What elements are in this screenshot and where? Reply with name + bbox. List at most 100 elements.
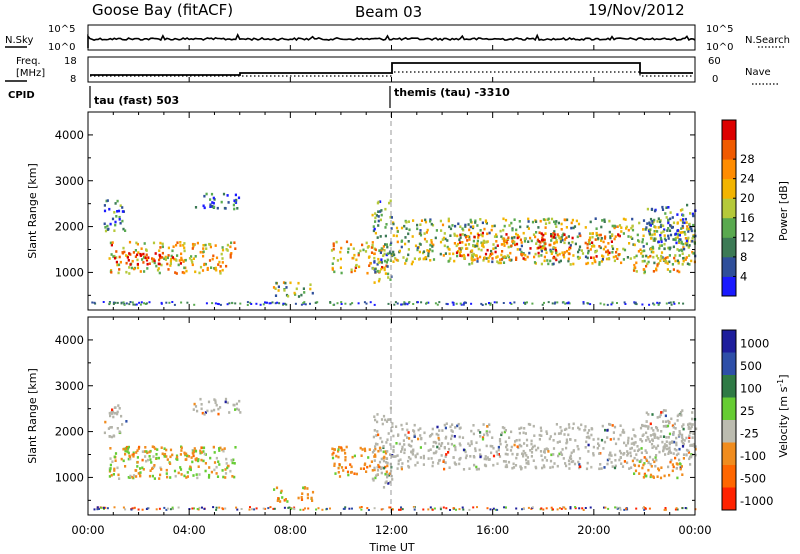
velocity-cell <box>458 508 461 511</box>
velocity-cell <box>389 453 392 456</box>
power-cell <box>653 261 656 265</box>
velocity-cell <box>395 425 398 428</box>
power-cell <box>183 271 186 275</box>
velocity-cell <box>419 456 422 459</box>
power-cell <box>231 302 234 305</box>
velocity-cell <box>165 472 168 475</box>
power-cell <box>496 255 499 258</box>
power-cell <box>678 233 681 237</box>
velocity-cell <box>640 447 643 450</box>
velocity-cell <box>362 467 365 470</box>
power-cell <box>183 242 186 245</box>
power-cell <box>470 256 473 260</box>
power-cell <box>463 233 467 237</box>
power-cell <box>347 250 350 254</box>
velocity-cell <box>469 455 472 458</box>
velocity-cell <box>629 451 632 455</box>
power-cell <box>351 256 354 260</box>
velocity-cell <box>365 470 368 473</box>
velocity-cell <box>533 434 536 437</box>
power-cell <box>591 241 594 244</box>
power-cell <box>469 225 472 229</box>
velocity-cell <box>248 508 251 511</box>
power-cell <box>603 237 607 240</box>
power-cell <box>485 222 488 225</box>
power-cell <box>678 249 681 252</box>
velocity-cell <box>661 440 664 444</box>
power-cell <box>339 257 342 261</box>
power-cell <box>302 287 305 290</box>
power-cell <box>492 247 495 250</box>
power-cell <box>202 247 205 250</box>
power-cell <box>112 303 115 305</box>
velocity-cell <box>107 427 110 430</box>
velocity-cell <box>382 508 385 510</box>
velocity-cell <box>647 425 650 428</box>
velocity-cell <box>504 506 507 509</box>
power-cell <box>642 245 645 248</box>
time-axis: 00:00 04:00 08:00 12:00 16:00 20:00 00:00 <box>71 45 712 537</box>
power-cell <box>420 301 423 304</box>
velocity-cell <box>681 436 684 439</box>
power-cell <box>164 255 167 259</box>
power-cell <box>547 301 550 304</box>
power-cell <box>676 213 679 216</box>
power-cell <box>185 269 188 273</box>
velocity-cell <box>204 411 207 414</box>
power-cell <box>383 266 386 270</box>
power-cell <box>634 266 637 269</box>
power-cell <box>146 267 149 270</box>
power-cell <box>508 258 511 262</box>
velocity-cell <box>175 454 179 458</box>
power-cell <box>220 200 223 204</box>
velocity-cell <box>191 460 194 464</box>
velocity-cell <box>392 450 395 453</box>
power-cell <box>331 266 334 270</box>
velocity-cell <box>374 442 378 446</box>
power-cell <box>222 192 226 196</box>
power-cell <box>377 210 380 213</box>
colorbar-frame <box>721 329 737 511</box>
velocity-cell <box>397 462 400 466</box>
velocity-cell <box>396 467 399 470</box>
power-cell <box>481 304 484 306</box>
velocity-cell <box>108 475 111 478</box>
velocity-cell <box>668 450 671 454</box>
power-cell <box>114 220 117 224</box>
velocity-cell <box>693 442 696 446</box>
power-cell <box>674 236 677 240</box>
velocity-cell <box>668 473 671 477</box>
velocity-cell <box>586 431 589 435</box>
nsky-label: N.Sky <box>5 35 33 46</box>
velocity-cell <box>136 460 139 464</box>
power-cell <box>667 219 670 222</box>
velocity-cell <box>228 411 231 414</box>
velocity-cell <box>108 411 111 415</box>
power-cell <box>202 204 205 208</box>
velocity-cell <box>563 428 567 431</box>
x-tick-label: 04:00 <box>173 523 206 537</box>
velocity-cell <box>431 427 434 431</box>
velocity-cell <box>344 452 347 455</box>
velocity-cell <box>398 508 400 511</box>
velocity-cell <box>390 474 393 478</box>
power-cell <box>136 253 139 257</box>
power-cell <box>111 217 115 221</box>
power-cell <box>503 224 506 228</box>
power-cell <box>186 301 189 304</box>
power-cell <box>605 250 608 254</box>
velocity-cell <box>342 469 345 472</box>
velocity-cell <box>157 456 160 460</box>
velocity-cell <box>152 455 155 458</box>
velocity-cell <box>442 458 445 462</box>
velocity-cell <box>680 414 683 417</box>
velocity-cell <box>453 435 456 438</box>
power-cell <box>459 236 462 239</box>
velocity-cell <box>459 443 462 447</box>
velocity-cell <box>137 508 140 511</box>
velocity-cell <box>217 460 220 463</box>
power-cell <box>201 269 205 272</box>
power-cell <box>470 302 473 305</box>
power-cell <box>444 252 447 255</box>
velocity-cell <box>374 447 377 451</box>
